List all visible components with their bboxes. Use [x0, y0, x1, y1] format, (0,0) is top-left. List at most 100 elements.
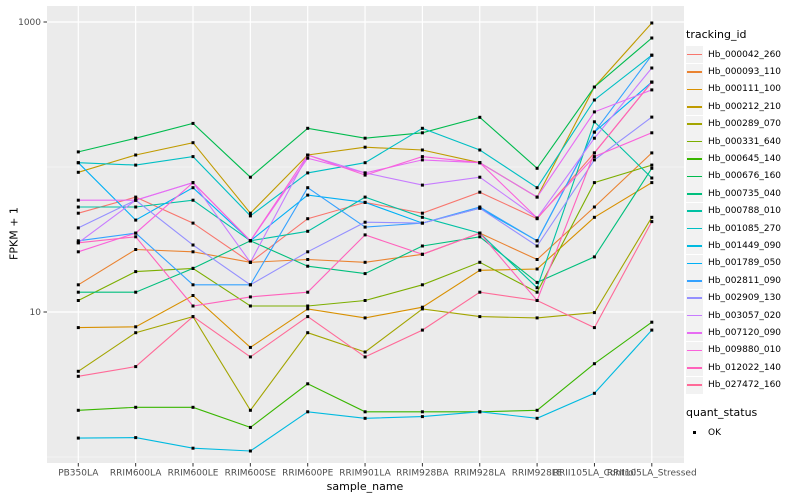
data-point [191, 405, 195, 409]
data-point [650, 80, 654, 84]
x-tick-label: RRIM600LA [110, 469, 162, 479]
data-point [592, 158, 596, 162]
legend-item-label: Hb_002811_090 [708, 275, 782, 286]
data-point [248, 239, 252, 243]
data-point [592, 181, 596, 185]
legend-item-label: Hb_000331_640 [708, 136, 782, 147]
data-point [76, 170, 80, 174]
data-point [478, 410, 482, 414]
data-point [306, 186, 310, 190]
data-point [306, 315, 310, 319]
legend-item-Hb_027472_160: Hb_027472_160 [686, 376, 800, 394]
data-point [191, 294, 195, 297]
data-point [191, 155, 195, 159]
data-point [76, 326, 80, 330]
legend-item-Hb_002909_130: Hb_002909_130 [686, 289, 800, 307]
data-point [134, 205, 138, 209]
data-point [592, 130, 596, 134]
data-point [420, 183, 424, 187]
legend-key-line [687, 193, 702, 195]
data-point [650, 181, 654, 185]
data-point [134, 163, 138, 167]
legend-key-line [687, 123, 702, 126]
data-point [650, 215, 654, 219]
data-point [306, 290, 310, 294]
legend-key [686, 359, 703, 377]
data-point [306, 382, 310, 386]
data-point [420, 283, 424, 287]
data-point [191, 250, 195, 254]
data-point [248, 283, 252, 287]
data-point [306, 193, 310, 197]
legend-key [686, 289, 703, 307]
legend-key [686, 376, 703, 394]
data-point [650, 115, 654, 119]
data-point [650, 320, 654, 324]
data-point [248, 345, 252, 349]
data-point [191, 221, 195, 225]
data-point [363, 171, 367, 175]
data-point [363, 195, 367, 199]
data-point [363, 272, 367, 276]
data-point [592, 85, 596, 89]
data-point [420, 215, 424, 219]
legend-key-line [687, 366, 702, 369]
legend-item-label: Hb_000645_140 [708, 154, 782, 165]
data-point [592, 155, 596, 159]
data-point [650, 53, 654, 57]
legend-item-label: OK [708, 427, 721, 438]
data-point [248, 175, 252, 179]
data-point [478, 190, 482, 194]
legend-key-line [687, 349, 702, 352]
data-point [76, 436, 80, 440]
data-point [134, 365, 138, 369]
data-point [363, 355, 367, 359]
legend: tracking_id Hb_000042_260 Hb_000093_110 Hb… [686, 28, 800, 441]
data-point [191, 141, 195, 145]
data-point [650, 328, 654, 332]
x-tick-label: RRIM928BA [396, 469, 449, 479]
legend-tracking-items: Hb_000042_260 Hb_000093_110 Hb_000111_100 H… [686, 46, 800, 394]
data-point [363, 299, 367, 302]
data-point [420, 415, 424, 419]
data-point [76, 250, 80, 254]
legend-key [686, 46, 703, 64]
data-point [248, 355, 252, 359]
legend-item-label: Hb_000676_160 [708, 171, 782, 182]
point-marker-icon [692, 430, 697, 435]
data-point [420, 305, 424, 309]
data-point [306, 217, 310, 221]
x-tick-label: RRII105LA_Control [553, 469, 636, 479]
data-point [650, 176, 654, 180]
data-point [191, 198, 195, 202]
data-point [76, 408, 80, 412]
data-point [134, 331, 138, 335]
legend-item-label: Hb_001449_090 [708, 240, 782, 251]
legend-item-label: Hb_000093_110 [708, 67, 782, 78]
data-point [76, 150, 80, 154]
legend-item-Hb_001449_090: Hb_001449_090 [686, 237, 800, 255]
x-tick-label: RRIM600LE [168, 469, 219, 479]
data-point [420, 131, 424, 135]
legend-key [686, 202, 703, 220]
data-point [420, 126, 424, 130]
data-point [306, 410, 310, 414]
legend-item-label: Hb_009880_010 [708, 345, 782, 356]
data-point [535, 408, 539, 412]
data-point [592, 326, 596, 330]
data-point [306, 304, 310, 308]
legend-key-line [687, 158, 702, 160]
data-point [134, 436, 138, 440]
legend-key [686, 150, 703, 168]
data-point [535, 244, 539, 248]
data-point [76, 369, 80, 373]
x-tick-label: RRIM928LA [454, 469, 506, 479]
data-point [478, 148, 482, 152]
data-point [650, 163, 654, 167]
data-point [134, 290, 138, 294]
data-point [191, 186, 195, 190]
legend-item-label: Hb_000289_070 [708, 119, 782, 130]
legend-item-Hb_000093_110: Hb_000093_110 [686, 63, 800, 81]
legend-key-line [687, 210, 702, 212]
